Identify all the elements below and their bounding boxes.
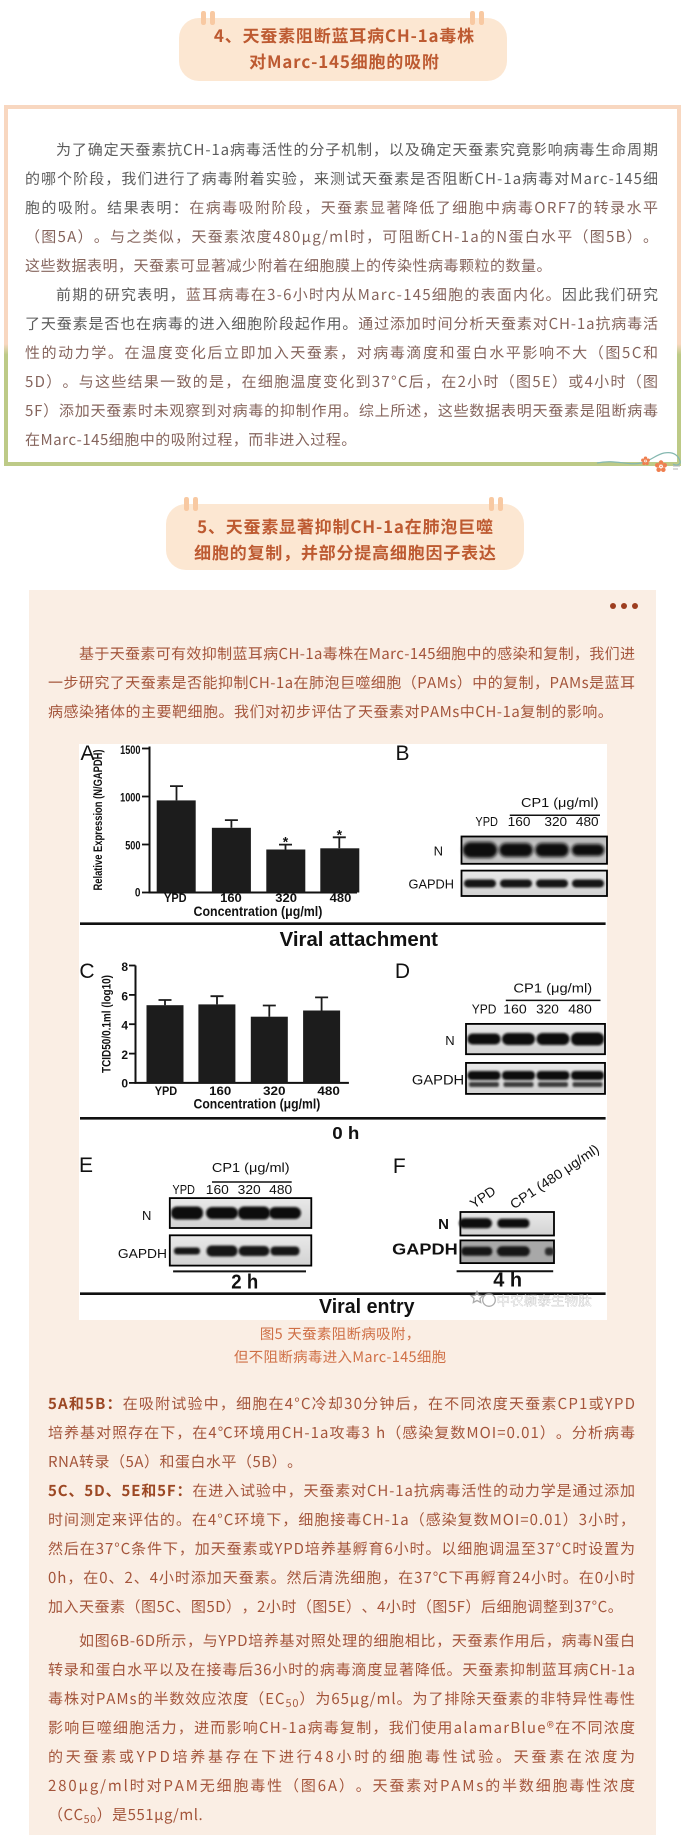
- svg-text:480: 480: [568, 1002, 592, 1017]
- svg-text:GAPDH: GAPDH: [118, 1246, 167, 1261]
- svg-text:4: 4: [121, 1019, 128, 1033]
- svg-text:YPD: YPD: [472, 1002, 497, 1017]
- svg-text:480: 480: [317, 1084, 340, 1098]
- svg-text:160: 160: [206, 1183, 229, 1197]
- svg-text:6: 6: [121, 989, 128, 1003]
- svg-text:CP1 (μg/ml): CP1 (μg/ml): [513, 980, 592, 995]
- svg-text:GAPDH: GAPDH: [409, 877, 455, 891]
- svg-text:160: 160: [209, 1084, 231, 1098]
- svg-text:8: 8: [121, 960, 128, 974]
- svg-text:D: D: [395, 960, 410, 983]
- svg-text:480: 480: [269, 1183, 292, 1197]
- svg-text:F: F: [393, 1155, 406, 1178]
- svg-text:*: *: [283, 834, 289, 850]
- svg-text:YPD: YPD: [164, 891, 187, 905]
- svg-text:2 h: 2 h: [231, 1272, 258, 1294]
- svg-text:N: N: [142, 1208, 151, 1223]
- svg-text:480: 480: [330, 891, 352, 905]
- svg-text:320: 320: [536, 1002, 559, 1017]
- svg-text:*: *: [337, 826, 343, 842]
- svg-text:N: N: [438, 1216, 449, 1233]
- svg-text:YPD: YPD: [172, 1183, 195, 1197]
- svg-text:2: 2: [121, 1048, 128, 1062]
- svg-text:N: N: [434, 844, 443, 859]
- svg-text:0: 0: [121, 1076, 128, 1090]
- svg-text:Concentration (μg/ml): Concentration (μg/ml): [194, 1097, 321, 1112]
- svg-text:CP1 (μg/ml): CP1 (μg/ml): [521, 795, 599, 810]
- svg-text:TCID50/0.1ml (log10): TCID50/0.1ml (log10): [102, 975, 114, 1073]
- svg-text:Concentration (μg/ml): Concentration (μg/ml): [194, 904, 323, 919]
- svg-text:320: 320: [544, 815, 567, 829]
- svg-text:4 h: 4 h: [493, 1270, 522, 1292]
- svg-text:B: B: [395, 742, 409, 765]
- svg-text:Relative Expression (N/GAPDH): Relative Expression (N/GAPDH): [93, 749, 105, 890]
- svg-text:1500: 1500: [120, 743, 141, 757]
- svg-text:500: 500: [125, 839, 141, 853]
- svg-text:160: 160: [508, 815, 531, 829]
- svg-text:320: 320: [263, 1084, 286, 1098]
- svg-text:YPD: YPD: [475, 815, 498, 829]
- svg-text:YPD: YPD: [155, 1084, 178, 1098]
- svg-text:GAPDH: GAPDH: [412, 1073, 464, 1088]
- svg-text:C: C: [79, 960, 94, 983]
- svg-text:GAPDH: GAPDH: [392, 1242, 458, 1259]
- svg-text:160: 160: [503, 1002, 527, 1017]
- svg-text:160: 160: [220, 891, 242, 905]
- svg-text:A: A: [80, 742, 94, 765]
- svg-text:N: N: [445, 1033, 454, 1048]
- svg-text:Viral entry: Viral entry: [319, 1295, 415, 1318]
- svg-text:1000: 1000: [120, 791, 141, 805]
- svg-text:E: E: [79, 1154, 93, 1177]
- svg-text:Viral attachment: Viral attachment: [280, 928, 439, 951]
- svg-text:0: 0: [135, 886, 141, 900]
- svg-text:320: 320: [238, 1183, 261, 1197]
- svg-text:320: 320: [275, 891, 297, 905]
- svg-text:0 h: 0 h: [332, 1123, 359, 1143]
- svg-text:CP1 (μg/ml): CP1 (μg/ml): [212, 1160, 290, 1175]
- svg-text:480: 480: [576, 815, 599, 829]
